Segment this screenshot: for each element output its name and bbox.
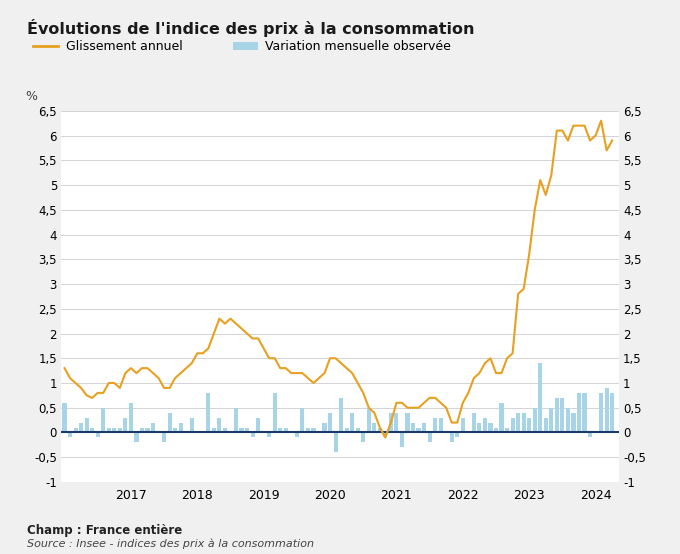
Bar bbox=[101, 408, 105, 433]
Bar bbox=[84, 418, 88, 433]
Bar bbox=[90, 428, 95, 433]
Bar bbox=[140, 428, 144, 433]
Bar bbox=[577, 393, 581, 433]
Text: Évolutions de l'indice des prix à la consommation: Évolutions de l'indice des prix à la con… bbox=[27, 19, 475, 37]
Legend: Glissement annuel, Variation mensuelle observée: Glissement annuel, Variation mensuelle o… bbox=[29, 35, 456, 58]
Bar bbox=[439, 418, 443, 433]
Bar bbox=[79, 423, 83, 433]
Bar bbox=[511, 418, 515, 433]
Bar bbox=[367, 408, 371, 433]
Bar bbox=[239, 428, 243, 433]
Bar bbox=[211, 428, 216, 433]
Bar bbox=[223, 428, 227, 433]
Bar bbox=[256, 418, 260, 433]
Bar bbox=[488, 423, 492, 433]
Bar bbox=[483, 418, 487, 433]
Text: Source : Insee - indices des prix à la consommation: Source : Insee - indices des prix à la c… bbox=[27, 538, 314, 549]
Bar bbox=[532, 408, 537, 433]
Bar bbox=[112, 428, 116, 433]
Bar bbox=[322, 423, 326, 433]
Text: %: % bbox=[25, 90, 37, 104]
Bar bbox=[245, 428, 249, 433]
Bar bbox=[610, 393, 614, 433]
Bar bbox=[162, 433, 166, 443]
Bar bbox=[588, 433, 592, 438]
Bar bbox=[389, 413, 393, 433]
Bar bbox=[206, 393, 210, 433]
Bar bbox=[394, 413, 398, 433]
Bar bbox=[411, 423, 415, 433]
Bar bbox=[333, 433, 338, 452]
Bar bbox=[400, 433, 404, 447]
Bar bbox=[179, 423, 183, 433]
Bar bbox=[301, 408, 305, 433]
Bar bbox=[378, 428, 382, 433]
Bar bbox=[555, 398, 559, 433]
Bar bbox=[123, 418, 127, 433]
Bar bbox=[494, 428, 498, 433]
Bar bbox=[566, 408, 570, 433]
Bar bbox=[522, 413, 526, 433]
Bar bbox=[372, 423, 376, 433]
Bar bbox=[549, 408, 554, 433]
Bar bbox=[135, 433, 139, 443]
Bar bbox=[538, 363, 543, 433]
Bar bbox=[311, 428, 316, 433]
Bar bbox=[583, 393, 587, 433]
Bar bbox=[472, 413, 476, 433]
Bar bbox=[118, 428, 122, 433]
Bar bbox=[605, 388, 609, 433]
Bar bbox=[356, 428, 360, 433]
Bar bbox=[68, 433, 72, 438]
Bar bbox=[560, 398, 564, 433]
Bar bbox=[384, 433, 388, 438]
Bar bbox=[190, 418, 194, 433]
Bar bbox=[527, 418, 531, 433]
Bar bbox=[294, 433, 299, 438]
Bar bbox=[361, 433, 365, 443]
Bar bbox=[107, 428, 111, 433]
Bar bbox=[428, 433, 432, 443]
Bar bbox=[306, 428, 310, 433]
Bar bbox=[63, 403, 67, 433]
Bar bbox=[516, 413, 520, 433]
Bar bbox=[73, 428, 78, 433]
Bar bbox=[461, 418, 465, 433]
Bar bbox=[250, 433, 255, 438]
Bar bbox=[449, 433, 454, 443]
Bar bbox=[328, 413, 332, 433]
Bar bbox=[544, 418, 548, 433]
Bar bbox=[278, 428, 282, 433]
Bar bbox=[499, 403, 504, 433]
Bar bbox=[345, 428, 349, 433]
Bar bbox=[571, 413, 575, 433]
Bar bbox=[267, 433, 271, 438]
Bar bbox=[433, 418, 437, 433]
Bar bbox=[477, 423, 481, 433]
Bar bbox=[599, 393, 603, 433]
Bar bbox=[273, 393, 277, 433]
Bar bbox=[167, 413, 171, 433]
Bar bbox=[234, 408, 238, 433]
Bar bbox=[455, 433, 460, 438]
Bar bbox=[339, 398, 343, 433]
Text: Champ : France entière: Champ : France entière bbox=[27, 524, 182, 536]
Bar bbox=[284, 428, 288, 433]
Bar bbox=[350, 413, 354, 433]
Bar bbox=[146, 428, 150, 433]
Bar bbox=[416, 428, 421, 433]
Bar bbox=[151, 423, 155, 433]
Bar bbox=[405, 413, 409, 433]
Bar bbox=[96, 433, 100, 438]
Bar bbox=[422, 423, 426, 433]
Bar bbox=[129, 403, 133, 433]
Bar bbox=[173, 428, 177, 433]
Bar bbox=[505, 428, 509, 433]
Bar bbox=[218, 418, 222, 433]
